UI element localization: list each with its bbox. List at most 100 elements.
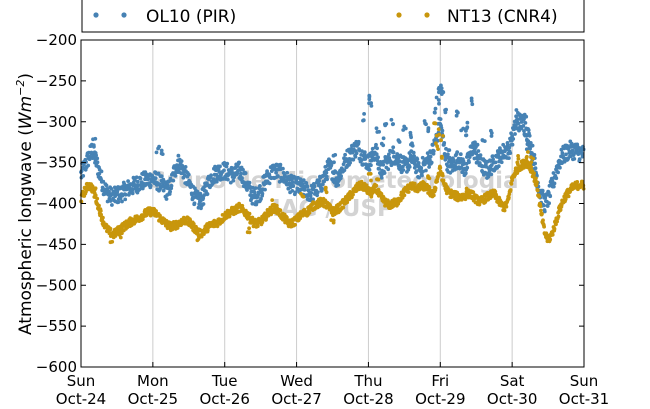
data-point (156, 146, 161, 151)
legend-label-ol10: OL10 (PIR) (146, 7, 236, 27)
data-point (301, 194, 306, 199)
data-point (186, 172, 191, 177)
data-point (226, 177, 230, 182)
data-point (379, 175, 384, 180)
data-point (343, 152, 347, 157)
data-point (260, 191, 265, 196)
data-point (436, 147, 440, 152)
data-point (339, 174, 343, 178)
data-point (374, 142, 378, 147)
data-point (367, 94, 372, 99)
data-point (333, 153, 338, 157)
data-point (391, 122, 395, 126)
data-point (420, 173, 424, 178)
data-point (354, 151, 359, 156)
data-point (160, 152, 165, 157)
data-point (95, 156, 100, 161)
data-point (437, 132, 442, 137)
data-point (281, 166, 285, 171)
data-point (408, 153, 413, 158)
x-axis: SunOct-24MonOct-25TueOct-26WedOct-27ThuO… (56, 40, 609, 408)
data-point (564, 152, 568, 157)
data-point (427, 186, 432, 191)
data-point (259, 197, 263, 201)
data-point (543, 196, 548, 200)
data-point (438, 117, 443, 121)
data-point (342, 168, 347, 173)
data-point (231, 178, 236, 183)
data-point (325, 177, 329, 182)
data-point (247, 180, 252, 185)
data-point (489, 172, 494, 177)
data-point (108, 226, 113, 231)
data-point (433, 186, 438, 191)
data-point (374, 126, 379, 131)
data-point (107, 189, 111, 194)
data-point (250, 185, 255, 190)
data-point (566, 194, 571, 199)
data-point (270, 203, 275, 207)
data-point (540, 188, 545, 193)
data-point (551, 171, 556, 175)
data-point (471, 190, 476, 195)
data-point (530, 143, 535, 148)
data-point (429, 160, 434, 165)
data-point (154, 209, 159, 213)
data-point (253, 193, 257, 197)
data-point (532, 152, 537, 157)
data-point (397, 159, 402, 164)
data-point (433, 106, 438, 111)
data-point (108, 240, 113, 245)
data-point (215, 224, 220, 229)
data-point (370, 146, 375, 151)
data-point (374, 183, 379, 188)
data-point (428, 154, 433, 159)
data-point (374, 152, 379, 157)
data-point (173, 173, 178, 178)
data-point (116, 200, 121, 205)
data-point (541, 218, 545, 223)
data-point (146, 177, 151, 181)
legend-marker-nt13-1 (396, 12, 402, 18)
data-point (514, 114, 518, 119)
data-point (516, 121, 521, 126)
data-point (513, 132, 517, 136)
data-point (317, 179, 322, 183)
data-point (366, 172, 371, 176)
data-point (522, 129, 526, 133)
data-point (533, 161, 537, 166)
y-tick-label: −450 (36, 235, 77, 253)
data-point (542, 224, 546, 229)
data-point (351, 157, 356, 162)
data-point (548, 194, 553, 199)
data-point (362, 112, 366, 116)
data-point (499, 160, 504, 165)
data-point (183, 165, 188, 169)
data-point (270, 198, 275, 203)
data-point (391, 145, 396, 150)
data-point (361, 118, 365, 123)
data-point (508, 151, 513, 156)
data-point (515, 160, 520, 165)
data-point (153, 176, 158, 181)
data-point (134, 175, 139, 180)
data-point (537, 194, 541, 199)
data-point (527, 133, 532, 138)
data-point (419, 166, 424, 170)
data-point (526, 143, 531, 148)
data-point (493, 189, 498, 194)
data-point (489, 128, 493, 133)
data-point (532, 171, 536, 176)
legend-marker-nt13-2 (424, 12, 430, 18)
data-point (560, 151, 565, 155)
x-tick-label-date: Oct-30 (487, 390, 537, 408)
data-point (98, 209, 103, 213)
data-point (105, 187, 110, 191)
data-point (375, 146, 379, 151)
data-point (201, 196, 206, 200)
data-point (195, 189, 200, 194)
data-point (103, 192, 107, 196)
data-point (109, 186, 114, 191)
x-tick-label-date: Oct-26 (199, 390, 249, 408)
data-point (241, 167, 245, 172)
